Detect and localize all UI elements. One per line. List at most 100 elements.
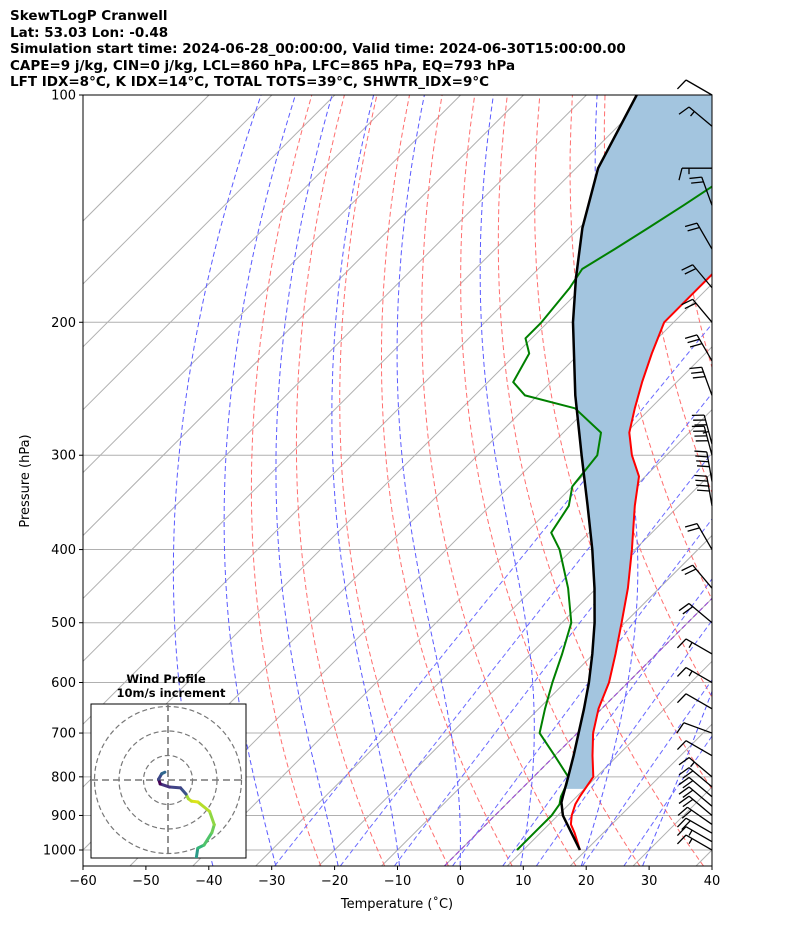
barb-flag [694,474,707,477]
dry-adiabat [768,95,794,866]
isotherm-line [83,95,336,348]
x-tick-label: −60 [69,874,96,889]
barb-staff [685,740,713,757]
isotherm-line [129,283,712,866]
wind-barb [678,602,713,624]
isotherm-line [83,95,524,537]
barb-half-flag [690,761,695,768]
hodograph-title: Wind Profile [126,672,206,686]
barb-flag [676,826,687,837]
hodograph-segment [202,831,214,847]
y-tick-label: 800 [51,770,76,785]
barb-staff [685,79,713,96]
barb-flag [676,79,687,90]
mixing-ratio-line [339,392,712,866]
mixing-ratio-line [502,578,712,866]
isotherm-line [83,95,399,411]
wind-barb [694,474,713,506]
barb-flag [678,767,690,776]
isotherm-line [759,95,794,866]
barb-half-flag [688,829,693,836]
barb-staff [685,666,713,684]
barb-flag [678,786,690,795]
simulation-times: Simulation start time: 2024-06-28_00:00:… [10,41,626,57]
barb-flag [687,527,700,532]
barb-staff [688,757,713,778]
barb-flag [677,806,688,816]
wind-barb [689,176,713,206]
hodograph-plot [91,704,246,858]
barb-flag [682,789,694,798]
moist-adiabat [172,95,262,866]
chart-header: SkewTLogP Cranwell Lat: 53.03 Lon: -0.48… [10,8,626,91]
isotherm-line [83,95,273,285]
barb-flag [678,757,690,766]
wind-barb [676,826,713,843]
wind-barb [678,776,713,798]
hodograph-segment [158,782,172,789]
barb-staff [683,722,713,734]
barb-flag [691,181,704,184]
wind-barb [678,167,712,181]
moist-adiabat [331,95,400,866]
parcel-path-line [560,95,638,851]
wind-barb [694,450,713,482]
barb-flag [676,740,687,751]
wind-barb [676,638,713,655]
wind-barb [678,767,713,788]
dry-adiabat [497,95,705,866]
dry-adiabat [421,95,577,866]
barb-flag [695,455,708,458]
mixing-ratio-line [393,451,712,866]
barb-flag [684,522,698,528]
hodograph-segment [168,785,183,790]
mixing-ratio-line [535,619,712,866]
wind-barb [678,795,713,816]
barb-flag [678,776,690,786]
hodograph-segment [194,846,200,858]
barb-flag [676,834,687,845]
hodograph-segment [208,809,216,827]
wind-barb [677,806,713,825]
wind-barb [676,834,713,851]
wind-barb [691,414,713,445]
wind-barb [684,222,713,250]
cape-cin-levels: CAPE=9 j/kg, CIN=0 j/kg, LCL=860 hPa, LF… [10,57,516,74]
barb-flag [687,226,700,232]
barb-flag [681,809,692,819]
barb-flag [691,371,704,374]
isotherm-line [506,660,712,866]
barb-half-flag [690,111,695,117]
dry-adiabat [381,95,513,866]
x-tick-label: 30 [641,874,658,889]
isotherm-line [83,95,650,663]
isotherm-line [83,95,587,600]
wind-barb [684,522,713,550]
wind-barb [676,740,713,757]
isotherm-line [255,408,712,866]
mixing-ratio-line [452,518,712,866]
barb-half-flag [688,838,693,845]
barb-half-flag [688,670,693,677]
barb-flag [697,489,710,492]
barb-flag [687,338,700,344]
x-tick-label: −50 [132,874,159,889]
isotherm-line [444,597,712,866]
barb-flag [695,479,708,482]
chart-title: SkewTLogP Cranwell [10,8,168,24]
barb-flag [678,602,690,612]
barb-flag [682,780,694,789]
dry-adiabat [295,95,386,866]
x-axis-label: Temperature (˚C) [340,896,453,912]
isotherm-line [381,534,712,866]
barb-flag [689,342,703,348]
dry-adiabat [460,95,641,866]
barb-staff [688,106,713,127]
wind-barb [676,722,713,734]
temperature-line [569,273,712,851]
barb-flag [689,366,702,370]
y-tick-label: 700 [51,727,76,742]
barb-flag [684,302,697,310]
barb-staff [696,222,713,250]
